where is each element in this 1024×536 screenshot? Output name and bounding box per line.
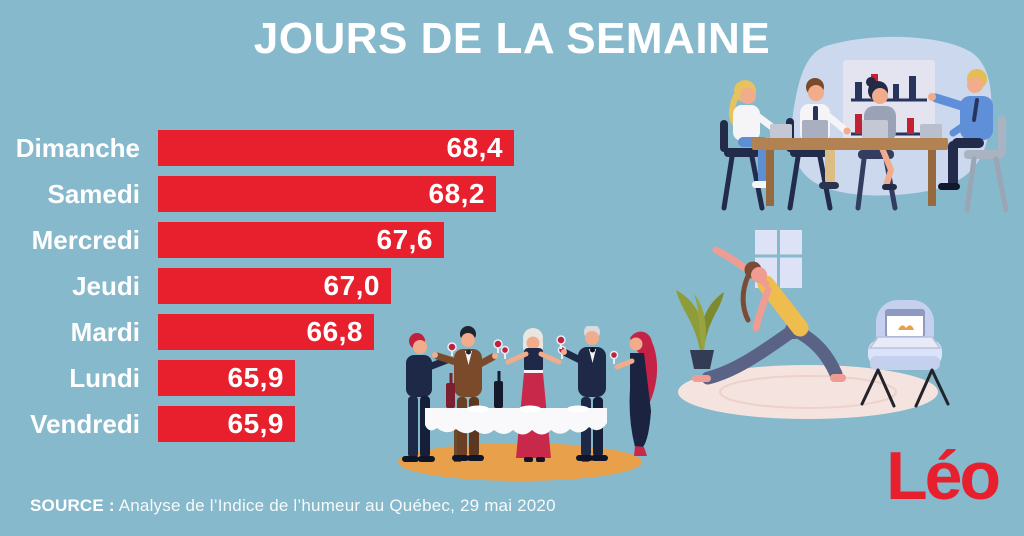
bar-dimanche: 68,4 (158, 130, 514, 166)
source-note: SOURCE : Analyse de l’Indice de l’humeur… (30, 496, 556, 516)
chart-title: JOURS DE LA SEMAINE (253, 14, 771, 63)
armchair (860, 300, 950, 408)
bar-samedi: 68,2 (158, 176, 496, 212)
bar-value-label: 67,6 (376, 224, 433, 255)
chart-row: Mardi 66,8 (0, 314, 514, 350)
laptop (868, 309, 942, 349)
bar-jeudi: 67,0 (158, 268, 391, 304)
bar-value-label: 65,9 (227, 408, 284, 439)
source-text: Analyse de l’Indice de l’humeur au Québe… (118, 496, 556, 515)
chart-row: Dimanche 68,4 (0, 130, 514, 166)
dinner-man-brown-suit (432, 326, 503, 461)
day-label-samedi: Samedi (47, 178, 141, 209)
day-label-mardi: Mardi (70, 316, 140, 347)
day-label-mercredi: Mercredi (31, 224, 140, 255)
meeting-illustration (720, 36, 1009, 213)
chart-row: Jeudi 67,0 (0, 268, 514, 304)
day-label-dimanche: Dimanche (15, 132, 140, 163)
chart-row: Vendredi 65,9 (0, 406, 514, 442)
bar-vendredi: 65,9 (158, 406, 295, 442)
day-label-lundi: Lundi (69, 362, 140, 393)
dinner-red-hair-woman (609, 331, 658, 456)
source-label: SOURCE : (30, 496, 115, 515)
bar-value-label: 68,2 (428, 178, 485, 209)
day-label-jeudi: Jeudi (72, 270, 140, 301)
tablecloth (425, 408, 607, 435)
bar-value-label: 67,0 (323, 270, 380, 301)
table-items (446, 371, 589, 413)
dinner-man-grey-hair (556, 326, 608, 461)
bar-value-label: 66,8 (306, 316, 363, 347)
bar-value-label: 68,4 (446, 132, 503, 163)
yoga-illustration (676, 230, 950, 419)
leo-logo: Léo (886, 438, 1001, 514)
chart-row: Lundi 65,9 (0, 360, 514, 396)
bar-mardi: 66,8 (158, 314, 374, 350)
bar-lundi: 65,9 (158, 360, 295, 396)
yoga-woman (692, 246, 846, 385)
day-label-vendredi: Vendredi (30, 408, 140, 439)
bar-value-label: 65,9 (227, 362, 284, 393)
bar-rows: Dimanche 68,4 Samedi 68,2 Mercredi 67,6 Jeudi 6… (0, 130, 514, 452)
meeting-table (752, 120, 948, 206)
chart-row: Mercredi 67,6 (0, 222, 514, 258)
dinner-party-illustration (398, 326, 658, 481)
dinner-blonde-woman (500, 328, 567, 462)
bar-mercredi: 67,6 (158, 222, 444, 258)
person-blonde-woman (720, 80, 782, 211)
dinner-man-red-hair (402, 333, 457, 462)
chart-row: Samedi 68,2 (0, 176, 514, 212)
plant (676, 290, 724, 369)
person-blue-shirt-man (928, 69, 1009, 213)
